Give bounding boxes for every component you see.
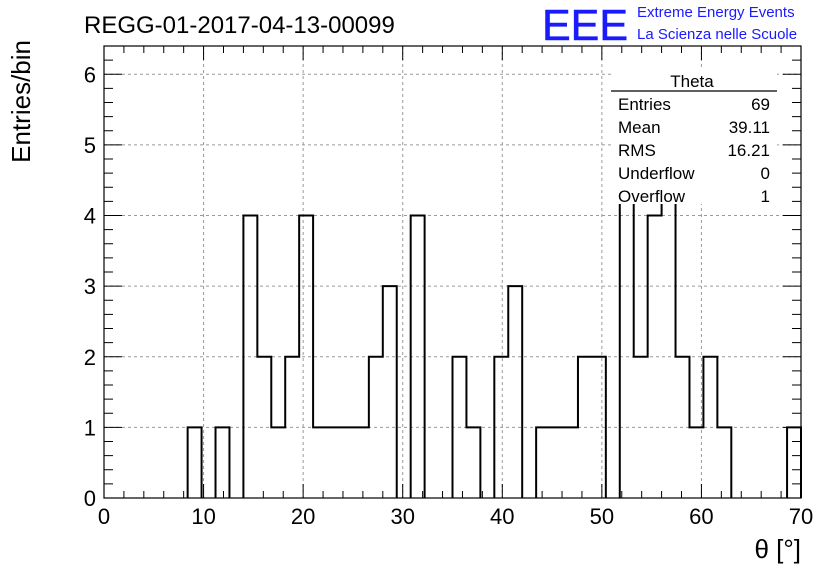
histogram-bin	[676, 357, 690, 498]
stats-value-rms: 16.21	[727, 141, 770, 160]
histogram-bin	[550, 427, 564, 498]
stats-label-mean: Mean	[618, 118, 661, 137]
histogram-bin	[466, 427, 480, 498]
eee-logo-mark: EEE	[542, 1, 628, 50]
histogram-bin	[341, 427, 355, 498]
histogram-bin	[564, 427, 578, 498]
y-tick-label: 1	[84, 415, 96, 440]
y-tick-label: 0	[84, 486, 96, 511]
histogram-bin	[188, 427, 202, 498]
x-tick-label: 50	[590, 504, 614, 529]
histogram-bin	[271, 427, 285, 498]
stats-value-overflow: 1	[761, 187, 770, 206]
histogram-bin	[285, 357, 299, 498]
y-tick-label: 6	[84, 62, 96, 87]
histogram-bin	[536, 427, 550, 498]
histogram-bin	[313, 427, 327, 498]
stats-label-underflow: Underflow	[618, 164, 695, 183]
stats-label-entries: Entries	[618, 95, 671, 114]
histogram-bin	[257, 357, 271, 498]
histogram-bin	[703, 357, 717, 498]
x-tick-label: 70	[789, 504, 813, 529]
histogram-bin	[216, 427, 230, 498]
x-tick-label: 10	[191, 504, 215, 529]
histogram-bin	[411, 216, 425, 499]
y-tick-label: 2	[84, 345, 96, 370]
histogram-bin	[299, 216, 313, 499]
stats-value-mean: 39.11	[729, 118, 770, 137]
eee-logo-line1: Extreme Energy Events	[637, 4, 795, 21]
histogram-bin	[355, 427, 369, 498]
axis-ticks	[103, 45, 802, 499]
y-axis-title: Entries/bin	[6, 40, 36, 163]
stats-value-entries: 69	[751, 95, 770, 114]
stats-value-underflow: 0	[761, 164, 770, 183]
histogram-bin	[578, 357, 592, 498]
stats-label-rms: RMS	[618, 141, 656, 160]
histogram-bin	[592, 357, 606, 498]
y-tick-label: 4	[84, 204, 96, 229]
y-tick-label: 3	[84, 274, 96, 299]
stats-box-background	[611, 70, 777, 204]
y-tick-label: 5	[84, 133, 96, 158]
stats-box-title: Theta	[670, 72, 714, 91]
histogram-bin	[369, 357, 383, 498]
stats-box: Theta Entries 69 Mean 39.11 RMS 16.21 Un…	[611, 70, 777, 206]
histogram-bin	[453, 357, 467, 498]
eee-logo: EEE Extreme Energy Events La Scienza nel…	[542, 1, 797, 51]
histogram-bin	[787, 427, 801, 498]
histogram-bin	[383, 286, 397, 498]
stats-label-overflow: Overflow	[618, 187, 686, 206]
x-tick-label: 0	[98, 504, 110, 529]
x-tick-label: 40	[490, 504, 514, 529]
x-axis-title: θ [°]	[754, 534, 801, 564]
histogram-bin	[494, 357, 508, 498]
x-tick-label: 30	[390, 504, 414, 529]
histogram-bin	[327, 427, 341, 498]
run-title: REGG-01-2017-04-13-00099	[84, 12, 395, 39]
histogram-bin	[634, 357, 648, 498]
histogram-bin	[648, 216, 662, 499]
x-tick-label: 20	[291, 504, 315, 529]
histogram-bin	[243, 216, 257, 499]
histogram-bin	[717, 427, 731, 498]
histogram-bin	[508, 286, 522, 498]
x-tick-label: 60	[689, 504, 713, 529]
eee-logo-line2: La Scienza nelle Scuole	[637, 26, 797, 43]
